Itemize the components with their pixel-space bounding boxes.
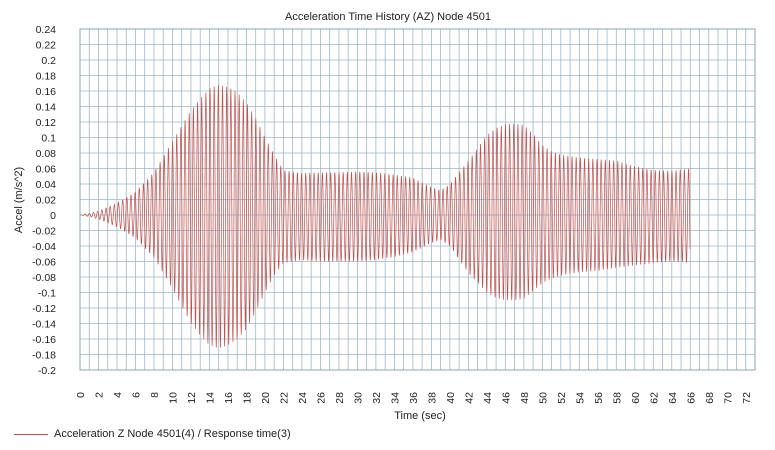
x-tick-label: 14 (204, 392, 216, 404)
legend: Acceleration Z Node 4501(4) / Response t… (14, 428, 291, 440)
x-tick-label: 20 (260, 392, 272, 404)
x-axis-ticks: 0 2 4 6 8 10 12 14 16 18 20 22 24 26 28 30 32 34 36 38 40 42 4… (75, 392, 753, 404)
x-tick-label: 62 (648, 392, 660, 404)
x-tick-label: 16 (223, 392, 235, 404)
x-tick-label: 8 (149, 392, 161, 398)
x-tick-label: 46 (500, 392, 512, 404)
x-tick-label: 50 (537, 392, 549, 404)
y-tick-label: 0.24 (36, 24, 57, 36)
x-tick-label: 66 (685, 392, 697, 404)
x-tick-label: 24 (297, 392, 309, 404)
series-line-acceleration-z (79, 84, 691, 348)
x-tick-label: 58 (611, 392, 623, 404)
x-tick-label: 44 (482, 392, 494, 404)
y-axis-label: Accel (m/s^2) (13, 167, 25, 233)
chart-title: Acceleration Time History (AZ) Node 4501 (285, 11, 491, 23)
legend-label: Acceleration Z Node 4501(4) / Response t… (54, 428, 291, 440)
x-tick-label: 40 (445, 392, 457, 404)
y-tick-label: -0.1 (38, 288, 56, 300)
x-tick-label: 18 (241, 392, 253, 404)
y-tick-label: 0 (50, 210, 56, 222)
y-tick-label: 0.22 (36, 40, 57, 52)
x-tick-label: 2 (93, 392, 105, 398)
x-tick-label: 70 (722, 392, 734, 404)
x-tick-label: 38 (426, 392, 438, 404)
y-tick-label: 0.2 (41, 55, 56, 67)
y-tick-label: 0.02 (36, 195, 57, 207)
y-tick-label: -0.08 (32, 272, 56, 284)
y-axis-ticks: 0.24 0.22 0.2 0.18 0.16 0.14 0.12 0.1 0.08 0.06 0.… (32, 24, 56, 377)
y-tick-label: -0.16 (32, 334, 56, 346)
x-tick-label: 54 (574, 392, 586, 404)
x-tick-label: 48 (519, 392, 531, 404)
x-tick-label: 42 (463, 392, 475, 404)
y-tick-label: 0.12 (36, 117, 57, 129)
y-tick-label: 0.14 (36, 102, 57, 114)
y-tick-label: 0.04 (36, 179, 57, 191)
x-tick-label: 28 (334, 392, 346, 404)
y-tick-label: -0.02 (32, 226, 56, 238)
y-tick-label: 0.08 (36, 148, 57, 160)
x-tick-label: 26 (315, 392, 327, 404)
x-tick-label: 10 (167, 392, 179, 404)
y-tick-label: -0.14 (32, 319, 56, 331)
x-tick-label: 22 (278, 392, 290, 404)
x-tick-label: 32 (371, 392, 383, 404)
y-tick-label: -0.04 (32, 241, 56, 253)
y-tick-label: 0.16 (36, 86, 57, 98)
x-axis-label: Time (sec) (394, 410, 446, 422)
x-tick-label: 56 (593, 392, 605, 404)
x-tick-label: 4 (112, 392, 124, 398)
y-tick-label: -0.12 (32, 303, 56, 315)
x-tick-label: 0 (75, 392, 87, 398)
x-tick-label: 72 (741, 392, 753, 404)
y-tick-label: 0.18 (36, 71, 57, 83)
y-tick-label: 0.1 (41, 133, 56, 145)
x-tick-label: 6 (130, 392, 142, 398)
y-tick-label: 0.06 (36, 164, 57, 176)
y-tick-label: -0.2 (38, 365, 56, 377)
x-tick-label: 34 (389, 392, 401, 404)
x-tick-label: 64 (667, 392, 679, 404)
x-tick-label: 52 (556, 392, 568, 404)
y-tick-label: -0.06 (32, 257, 56, 269)
plot-frame (79, 28, 756, 371)
x-tick-label: 60 (630, 392, 642, 404)
x-tick-label: 36 (408, 392, 420, 404)
x-tick-label: 12 (186, 392, 198, 404)
plot-series (79, 84, 691, 348)
x-tick-label: 30 (352, 392, 364, 404)
legend-swatch (14, 433, 48, 435)
y-tick-label: -0.18 (32, 350, 56, 362)
x-tick-label: 68 (704, 392, 716, 404)
